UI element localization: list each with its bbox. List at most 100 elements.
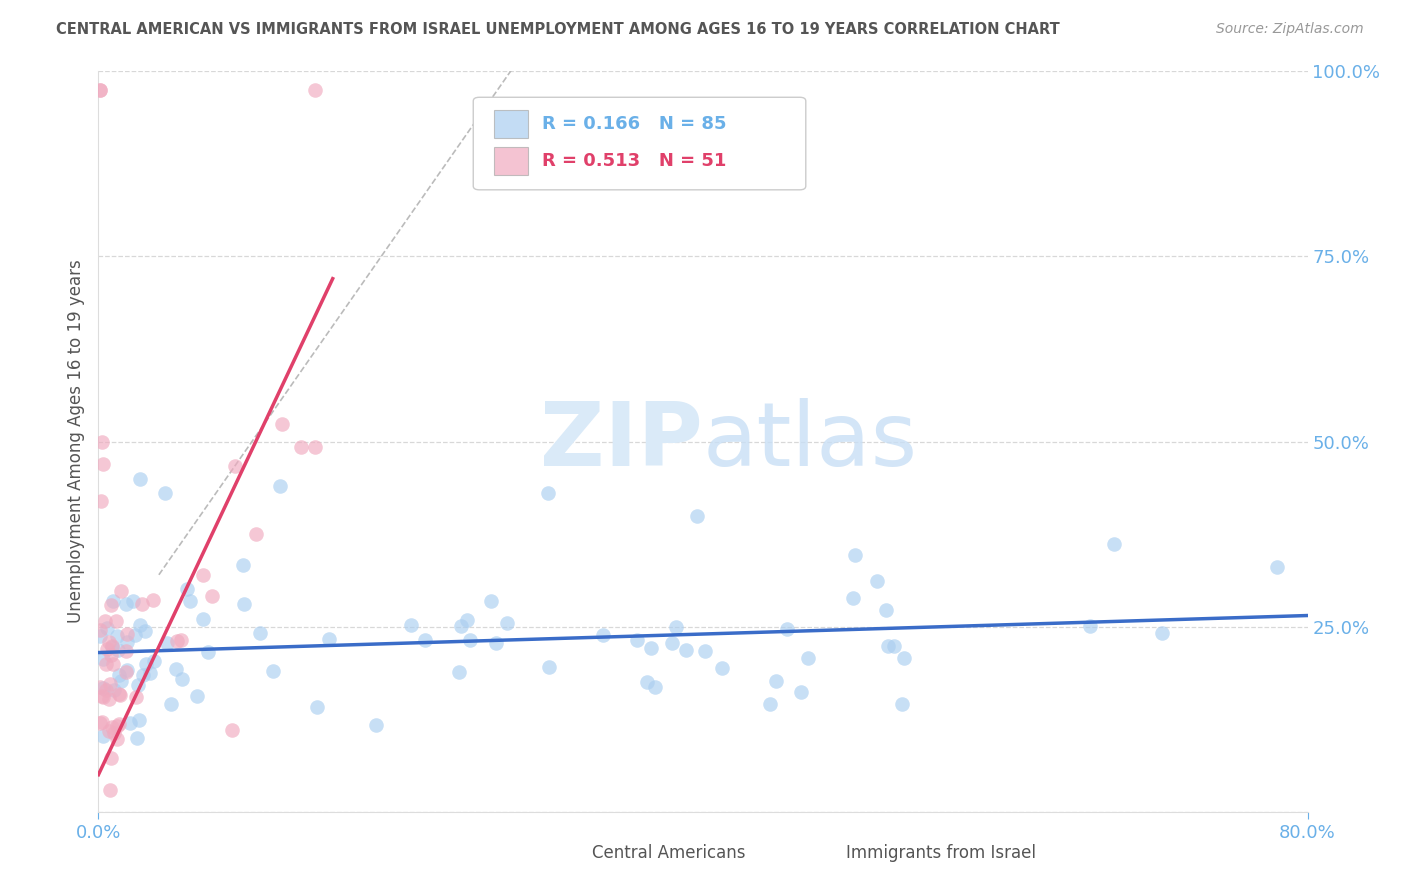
- Point: [131, 597, 153, 611]
- Text: Central Americans: Central Americans: [592, 844, 745, 862]
- Point: [115, 597, 138, 611]
- Point: [142, 655, 165, 669]
- Point: [89, 629, 111, 643]
- Point: [94, 614, 117, 628]
- Point: [91, 681, 114, 695]
- Point: [114, 644, 136, 658]
- Point: [104, 614, 127, 628]
- Bar: [800, 841, 834, 865]
- Point: [115, 627, 138, 641]
- Point: [89, 623, 111, 637]
- Point: [91, 652, 114, 666]
- Point: [481, 594, 503, 608]
- Point: [415, 633, 437, 648]
- Point: [179, 593, 201, 607]
- Point: [90, 689, 112, 703]
- Point: [176, 582, 198, 597]
- Point: [115, 635, 138, 649]
- Point: [108, 668, 131, 682]
- Point: [790, 685, 813, 699]
- Point: [191, 612, 214, 626]
- Point: [191, 568, 214, 582]
- Point: [100, 750, 122, 764]
- Point: [686, 508, 709, 523]
- Point: [776, 623, 799, 637]
- Point: [91, 434, 114, 449]
- Point: [875, 603, 897, 617]
- Point: [105, 719, 128, 733]
- Point: [172, 672, 194, 686]
- Point: [89, 716, 111, 731]
- Point: [592, 628, 614, 642]
- Point: [661, 636, 683, 650]
- Point: [139, 665, 162, 680]
- Point: [90, 715, 112, 730]
- Text: atlas: atlas: [703, 398, 918, 485]
- Point: [132, 668, 155, 682]
- Point: [711, 660, 734, 674]
- Point: [96, 621, 118, 635]
- Point: [101, 720, 124, 734]
- Point: [107, 643, 129, 657]
- Point: [129, 618, 152, 632]
- Point: [200, 590, 222, 604]
- Point: [890, 697, 912, 711]
- Point: [449, 665, 471, 680]
- Text: Source: ZipAtlas.com: Source: ZipAtlas.com: [1216, 22, 1364, 37]
- Point: [626, 633, 648, 648]
- Point: [110, 583, 132, 598]
- Point: [305, 700, 328, 714]
- Point: [765, 674, 787, 689]
- FancyBboxPatch shape: [474, 97, 806, 190]
- Point: [197, 645, 219, 659]
- Point: [665, 620, 688, 634]
- Text: CENTRAL AMERICAN VS IMMIGRANTS FROM ISRAEL UNEMPLOYMENT AMONG AGES 16 TO 19 YEAR: CENTRAL AMERICAN VS IMMIGRANTS FROM ISRA…: [56, 22, 1060, 37]
- Point: [675, 642, 697, 657]
- Point: [89, 680, 111, 694]
- Point: [496, 616, 519, 631]
- Bar: [494, 110, 527, 138]
- Point: [94, 683, 117, 698]
- Point: [100, 782, 122, 797]
- Point: [91, 729, 114, 743]
- Point: [364, 717, 387, 731]
- Point: [122, 593, 145, 607]
- Point: [108, 716, 131, 731]
- Point: [693, 644, 716, 658]
- Point: [304, 440, 326, 454]
- Point: [135, 657, 157, 671]
- Point: [134, 624, 156, 639]
- Point: [1102, 537, 1125, 551]
- Point: [401, 618, 423, 632]
- Point: [101, 639, 124, 653]
- Point: [108, 688, 131, 702]
- Point: [450, 619, 472, 633]
- Point: [644, 680, 666, 694]
- Point: [245, 526, 267, 541]
- Point: [91, 457, 114, 471]
- Point: [842, 591, 865, 606]
- Point: [456, 613, 478, 627]
- Point: [110, 674, 132, 689]
- Y-axis label: Unemployment Among Ages 16 to 19 years: Unemployment Among Ages 16 to 19 years: [67, 260, 86, 624]
- Point: [94, 657, 117, 671]
- Point: [165, 661, 187, 675]
- Point: [537, 659, 560, 673]
- Point: [290, 440, 312, 454]
- Point: [103, 683, 125, 698]
- Point: [91, 690, 114, 704]
- Point: [128, 714, 150, 728]
- Point: [105, 731, 128, 746]
- Point: [89, 83, 111, 97]
- Point: [232, 558, 254, 572]
- Point: [318, 632, 340, 646]
- Point: [166, 633, 188, 648]
- Point: [155, 486, 177, 500]
- Point: [1078, 619, 1101, 633]
- Point: [160, 697, 183, 711]
- Point: [125, 731, 148, 745]
- Point: [866, 574, 889, 588]
- Point: [103, 726, 125, 740]
- Text: R = 0.166   N = 85: R = 0.166 N = 85: [543, 115, 727, 133]
- Point: [103, 657, 125, 671]
